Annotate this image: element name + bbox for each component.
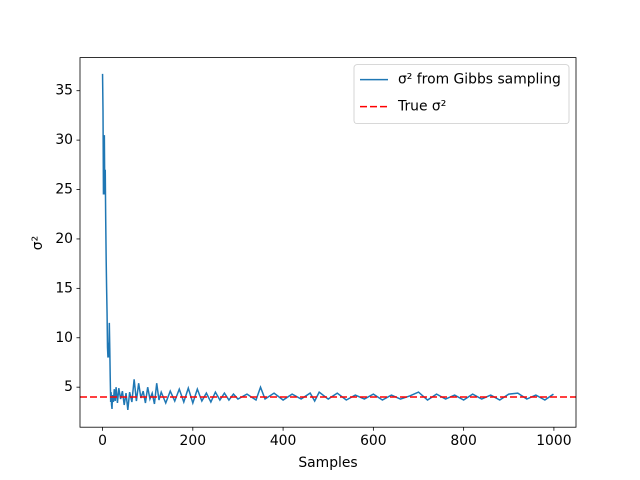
x-tick-label: 600 <box>360 433 387 449</box>
y-tick-label: 15 <box>55 280 73 296</box>
y-tick-label: 35 <box>55 83 73 99</box>
series-line <box>101 73 554 410</box>
x-tick-label: 800 <box>450 433 477 449</box>
y-tick-label: 5 <box>64 379 73 395</box>
y-tick-label: 25 <box>55 182 73 198</box>
plot-frame <box>79 57 577 428</box>
y-tick-label: 20 <box>55 231 73 247</box>
y-tick-label: 10 <box>55 330 73 346</box>
x-tick-label: 400 <box>270 433 297 449</box>
legend-label: σ² from Gibbs sampling <box>398 72 561 88</box>
x-tick-label: 1000 <box>536 433 571 449</box>
y-axis-label: σ² <box>30 236 46 250</box>
y-tick-label: 30 <box>55 132 73 148</box>
legend-label: True σ² <box>397 99 446 115</box>
x-axis-label: Samples <box>298 455 357 471</box>
legend-box <box>353 64 570 124</box>
x-tick-label: 0 <box>98 433 107 449</box>
x-tick-label: 200 <box>180 433 207 449</box>
